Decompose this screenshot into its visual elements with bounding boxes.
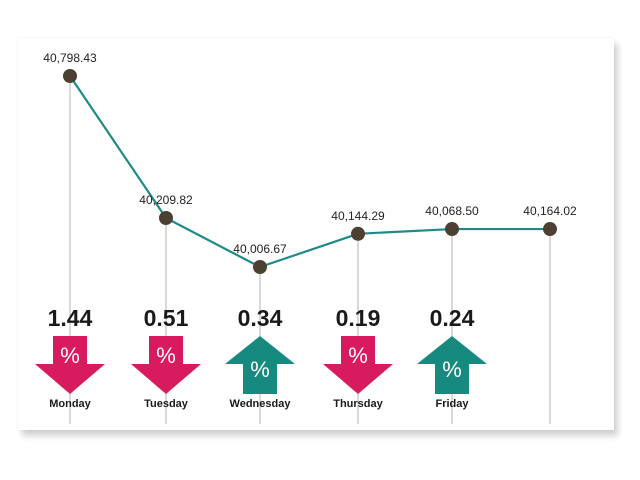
changes-layer: 1.44% Monday 0.51% Tuesday 0.34% Wednesday 0.1… [35,305,487,410]
chart-card: 40,798.43 40,209.82 40,006.67 40,144.29 40,0… [18,38,614,430]
percent-symbol-1: % [156,343,176,368]
value-label-0: 40,798.43 [43,51,97,65]
labels-layer: 40,798.43 40,209.82 40,006.67 40,144.29 40,0… [43,51,577,256]
data-point-1 [159,210,173,225]
arrow-up-icon [417,336,487,394]
change-value-0: 1.44 [48,305,93,331]
day-label-0: Monday [49,398,91,410]
value-label-4: 40,068.50 [425,204,479,218]
change-value-4: 0.24 [430,305,475,331]
day-label-3: Thursday [333,398,383,410]
arrow-up-icon [225,336,295,394]
value-label-5: 40,164.02 [523,204,577,218]
lines-layer [69,75,550,269]
day-label-1: Tuesday [144,398,189,410]
day-label-2: Wednesday [230,398,292,410]
value-label-1: 40,209.82 [139,193,193,207]
arrow-down-icon [323,336,393,394]
change-value-2: 0.34 [238,305,283,331]
data-point-5 [543,222,557,237]
percent-symbol-4: % [442,357,462,382]
points-layer [63,69,557,274]
data-point-3 [351,226,365,241]
arrow-down-icon [131,336,201,394]
percent-symbol-0: % [60,343,80,368]
change-value-3: 0.19 [336,305,381,331]
value-label-3: 40,144.29 [331,209,385,223]
change-value-1: 0.51 [144,305,189,331]
arrow-down-icon [35,336,105,394]
data-point-2 [253,260,267,274]
percent-symbol-3: % [348,343,368,368]
percent-symbol-2: % [250,357,270,382]
data-point-0 [63,69,77,83]
value-label-2: 40,006.67 [233,242,287,256]
data-point-4 [445,222,459,237]
chart-svg: 40,798.43 40,209.82 40,006.67 40,144.29 40,0… [35,51,577,424]
series-line [69,75,550,269]
day-label-4: Friday [435,398,469,410]
